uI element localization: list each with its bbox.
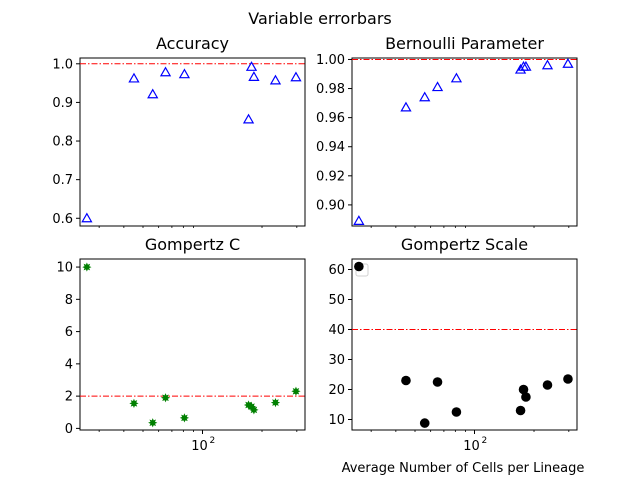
accuracy-point — [290, 71, 302, 82]
gompertz-c-xtick-label: 10 — [191, 439, 208, 454]
accuracy-title: Accuracy — [156, 34, 229, 53]
gompertz-scale-point — [419, 418, 430, 428]
gompertz-scale-ytick-label: 50 — [328, 293, 345, 308]
gompertz-c-ytick-label: 10 — [56, 261, 73, 276]
gompertz-c-title: Gompertz C — [145, 235, 240, 254]
bernoulli-point — [431, 81, 444, 92]
gompertz-scale-point — [521, 392, 531, 402]
gompertz-c-point — [160, 393, 171, 403]
accuracy-point — [242, 113, 255, 124]
accuracy-point — [269, 74, 282, 85]
bernoulli-point — [450, 72, 463, 83]
accuracy-point — [245, 61, 258, 71]
accuracy-point — [128, 72, 140, 83]
bernoulli-frame — [351, 57, 578, 227]
gompertz-c-point — [148, 418, 158, 428]
bernoulli-ytick-label: 0.96 — [316, 111, 345, 126]
gompertz-scale-ytick-label: 20 — [328, 383, 345, 398]
gompertz-scale-point — [401, 375, 411, 386]
gompertz-c-point — [82, 262, 92, 272]
gompertz-scale-ytick-label: 10 — [328, 413, 345, 428]
accuracy-ytick-label: 1.0 — [52, 57, 73, 72]
bernoulli-point — [400, 101, 412, 112]
accuracy-ytick-label: 0.6 — [52, 212, 73, 227]
gompertz-scale-point — [518, 384, 529, 395]
accuracy-panel: Accuracy 0.6 0.7 0.8 0.9 1.0 — [52, 34, 306, 228]
gompertz-c-ytick-label: 8 — [65, 293, 73, 308]
gompertz-c-ytick-label: 4 — [65, 357, 73, 372]
gompertz-scale-point — [542, 380, 553, 390]
bernoulli-point — [514, 63, 527, 74]
gompertz-c-point — [291, 386, 301, 396]
bernoulli-ytick-label: 0.98 — [316, 82, 345, 97]
bernoulli-panel: Bernoulli Parameter 0.90 0.92 0.94 0.96 0.98 1… — [316, 34, 578, 228]
bernoulli-point — [419, 91, 431, 102]
gompertz-scale-title: Gompertz Scale — [401, 235, 528, 254]
bernoulli-ytick-label: 1.00 — [316, 53, 345, 68]
gompertz-scale-ytick-label: 40 — [328, 323, 345, 338]
gompertz-c-ytick-label: 2 — [65, 390, 73, 405]
gompertz-scale-point — [451, 407, 462, 417]
gompertz-scale-point — [563, 374, 573, 384]
accuracy-point — [81, 212, 93, 223]
bernoulli-title: Bernoulli Parameter — [385, 34, 544, 53]
gompertz-scale-xtick-exponent: 2 — [482, 436, 488, 446]
accuracy-point — [147, 88, 159, 99]
gompertz-c-point — [270, 397, 281, 408]
gompertz-c-frame — [79, 258, 306, 431]
accuracy-ytick-label: 0.8 — [52, 135, 73, 150]
gompertz-scale-xlabel: Average Number of Cells per Lineage — [342, 461, 585, 476]
figure-suptitle: Variable errorbars — [248, 9, 391, 28]
gompertz-c-point — [129, 398, 139, 408]
accuracy-point — [159, 66, 172, 77]
gompertz-c-point — [249, 405, 259, 415]
gompertz-c-point — [179, 413, 190, 423]
bernoulli-ytick-label: 0.94 — [316, 140, 345, 155]
accuracy-point — [178, 68, 191, 79]
gompertz-scale-point — [515, 405, 526, 416]
accuracy-ytick-label: 0.7 — [52, 173, 73, 188]
gompertz-c-ytick-label: 0 — [65, 422, 73, 437]
accuracy-frame — [79, 57, 306, 227]
gompertz-c-xtick-exponent: 2 — [210, 436, 216, 446]
bernoulli-point — [520, 60, 532, 71]
bernoulli-point — [353, 215, 365, 225]
gompertz-scale-point — [432, 377, 443, 387]
bernoulli-ytick-label: 0.90 — [316, 198, 345, 213]
bernoulli-point — [541, 59, 554, 70]
gompertz-scale-point — [354, 261, 364, 272]
accuracy-point — [248, 71, 260, 81]
accuracy-ytick-label: 0.9 — [52, 96, 73, 111]
bernoulli-point — [562, 58, 574, 68]
gompertz-scale-ytick-label: 30 — [328, 353, 345, 368]
gompertz-scale-ytick-label: 60 — [328, 263, 345, 278]
bernoulli-ytick-label: 0.92 — [316, 169, 345, 184]
gompertz-c-ytick-label: 6 — [65, 325, 73, 340]
gompertz-scale-frame — [351, 258, 578, 431]
gompertz-scale-xtick-label: 10 — [463, 439, 480, 454]
